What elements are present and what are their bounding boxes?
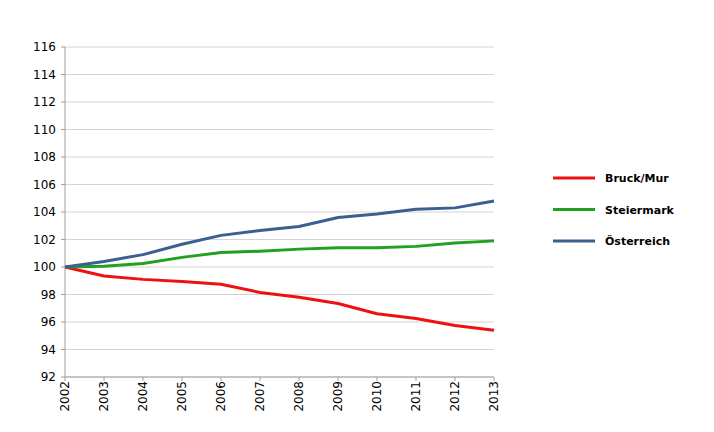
legend-swatch — [553, 240, 595, 243]
x-tick — [182, 377, 183, 381]
x-tick-label: 2012 — [448, 381, 462, 412]
x-tick-label: 2010 — [370, 381, 384, 412]
grid-line — [65, 184, 494, 185]
x-tick — [377, 377, 378, 381]
y-tick-label: 108 — [33, 150, 56, 164]
y-tick-label: 116 — [33, 40, 56, 54]
x-tick — [455, 377, 456, 381]
x-tick-label: 2013 — [487, 381, 501, 412]
y-tick-label: 106 — [33, 178, 56, 192]
grid-line — [65, 212, 494, 213]
y-tick — [61, 157, 65, 158]
y-tick-label: 110 — [33, 123, 56, 137]
y-axis — [65, 47, 66, 377]
grid-line — [65, 74, 494, 75]
y-tick-label: 104 — [33, 205, 56, 219]
grid-line — [65, 349, 494, 350]
y-tick-label: 92 — [41, 370, 56, 384]
legend-label: Bruck/Mur — [605, 172, 669, 185]
y-tick-label: 112 — [33, 95, 56, 109]
y-tick — [61, 377, 65, 378]
x-tick-label: 2005 — [175, 381, 189, 412]
y-tick-label: 94 — [41, 343, 56, 357]
x-axis — [65, 377, 494, 378]
grid-line — [65, 129, 494, 130]
series-line — [65, 267, 494, 330]
chart: 92 94 96 98 100 102 104 106 108 110 112 114 116 2002 2… — [0, 0, 714, 432]
x-tick-label: 2004 — [136, 381, 150, 412]
x-tick-label: 2008 — [292, 381, 306, 412]
y-tick — [61, 239, 65, 240]
grid-line — [65, 47, 494, 48]
legend-swatch — [553, 177, 595, 180]
grid-line — [65, 377, 494, 378]
x-tick — [221, 377, 222, 381]
series-line — [65, 241, 494, 267]
x-tick-label: 2009 — [331, 381, 345, 412]
x-tick — [299, 377, 300, 381]
y-tick-label: 102 — [33, 233, 56, 247]
grid-line — [65, 267, 494, 268]
y-tick — [61, 322, 65, 323]
x-tick — [416, 377, 417, 381]
x-tick-label: 2003 — [97, 381, 111, 412]
x-tick — [338, 377, 339, 381]
y-tick-label: 114 — [33, 68, 56, 82]
legend-label: Steiermark — [605, 204, 675, 217]
y-tick — [61, 212, 65, 213]
x-tick — [494, 377, 495, 381]
grid-line — [65, 239, 494, 240]
y-tick-label: 96 — [41, 315, 56, 329]
y-tick — [61, 267, 65, 268]
x-tick-label: 2011 — [409, 381, 423, 412]
y-tick — [61, 74, 65, 75]
legend-label: Österreich — [605, 234, 670, 248]
grid-line — [65, 102, 494, 103]
x-tick — [143, 377, 144, 381]
series-line — [65, 201, 494, 267]
y-tick — [61, 294, 65, 295]
legend-swatch — [553, 208, 595, 211]
y-tick — [61, 184, 65, 185]
y-tick-label: 98 — [41, 288, 56, 302]
y-tick — [61, 349, 65, 350]
x-tick-label: 2007 — [253, 381, 267, 412]
x-tick — [104, 377, 105, 381]
y-tick-label: 100 — [33, 260, 56, 274]
x-tick — [65, 377, 66, 381]
y-tick — [61, 47, 65, 48]
x-tick-label: 2006 — [214, 381, 228, 412]
plot-lines — [65, 201, 494, 330]
grid-line — [65, 157, 494, 158]
x-tick-label: 2002 — [58, 381, 72, 412]
x-tick — [260, 377, 261, 381]
y-tick — [61, 102, 65, 103]
y-tick — [61, 129, 65, 130]
